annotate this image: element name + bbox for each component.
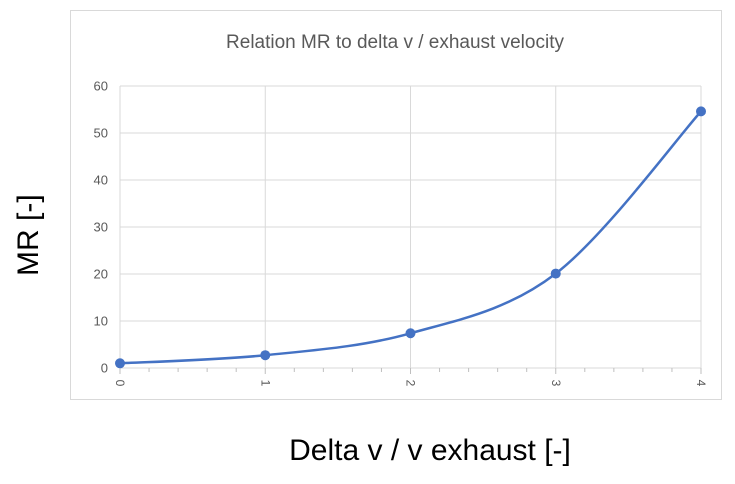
data-point: [115, 358, 125, 369]
y-tick-label: 0: [101, 361, 108, 376]
data-point: [550, 268, 561, 279]
x-tick-label: 1: [258, 380, 272, 387]
y-tick-label: 40: [94, 173, 108, 188]
data-point: [260, 350, 271, 361]
chart-title: Relation MR to delta v / exhaust velocit…: [226, 32, 564, 53]
y-tick-label: 50: [94, 126, 108, 141]
data-point: [405, 328, 416, 339]
y-tick-label: 60: [94, 79, 108, 94]
x-tick-label: 3: [549, 380, 563, 387]
y-tick-label: 10: [94, 314, 108, 329]
y-axis-title: MR [-]: [12, 194, 45, 276]
x-tick-label: 0: [113, 380, 127, 387]
x-tick-label: 2: [404, 380, 418, 387]
x-tick-label: 4: [694, 380, 708, 387]
y-tick-label: 20: [94, 267, 108, 282]
x-axis-title: Delta v / v exhaust [-]: [289, 434, 571, 467]
y-tick-label: 30: [94, 220, 108, 235]
data-point: [696, 106, 706, 117]
chart-area: [70, 10, 722, 400]
